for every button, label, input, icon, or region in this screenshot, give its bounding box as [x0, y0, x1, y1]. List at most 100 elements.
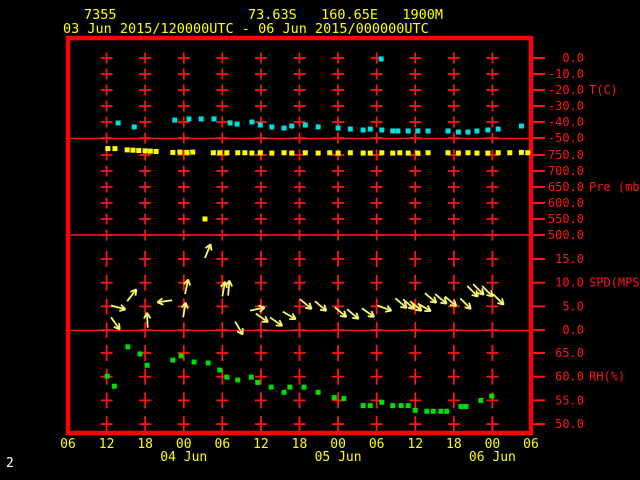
- humidity-point: [235, 377, 241, 383]
- humidity-point: [424, 408, 430, 414]
- humidity-point: [405, 403, 411, 409]
- pressure-point: [112, 146, 118, 152]
- temp-point: [415, 128, 421, 134]
- y-tick-label: 0.0: [562, 51, 584, 65]
- pressure-point: [224, 150, 230, 156]
- temp-point: [495, 126, 501, 132]
- humidity-point: [458, 404, 464, 410]
- wind-arrow: [204, 243, 213, 259]
- panel-unit-label: Pre (mb): [589, 180, 640, 194]
- wind-arrow: [394, 297, 408, 309]
- temp-point: [302, 122, 308, 128]
- wind-arrow: [234, 321, 244, 336]
- x-hour-label: 06: [215, 437, 231, 452]
- wind-arrow: [299, 298, 313, 310]
- pressure-point: [445, 150, 451, 156]
- wind-arrow: [110, 316, 121, 331]
- pressure-point: [327, 150, 333, 156]
- pressure-point: [257, 150, 263, 156]
- pressure-point: [347, 150, 353, 156]
- wind-arrow: [434, 293, 448, 305]
- pressure-point: [269, 150, 275, 156]
- temp-point: [281, 125, 287, 131]
- pressure-point: [518, 149, 524, 155]
- y-tick-label: 600.0: [548, 196, 584, 210]
- wind-arrow: [224, 280, 233, 296]
- pressure-point: [281, 150, 287, 156]
- wind-arrow: [143, 312, 152, 328]
- panel-unit-label: T(C): [589, 83, 618, 97]
- pressure-point: [397, 150, 403, 156]
- pressure-point: [190, 149, 196, 155]
- x-hour-label: 00: [176, 437, 192, 452]
- humidity-point: [268, 384, 274, 390]
- grid-crosses: [100, 52, 499, 433]
- temp-point: [172, 117, 178, 123]
- x-hour-label: 00: [485, 437, 501, 452]
- pressure-point: [315, 150, 321, 156]
- pressure-point: [105, 146, 111, 152]
- pressure-point: [485, 150, 491, 156]
- y-tick-label: 700.0: [548, 164, 584, 178]
- x-date-label: 04 Jun: [160, 450, 207, 465]
- pressure-point: [124, 147, 130, 153]
- wind-arrow: [459, 297, 472, 310]
- x-date-label: 05 Jun: [315, 450, 362, 465]
- temp-point: [425, 128, 431, 134]
- y-tick-label: 55.0: [555, 393, 584, 407]
- wind-arrow: [444, 295, 458, 307]
- wind-arrow: [424, 292, 438, 304]
- wind-arrow: [409, 300, 423, 312]
- y-tick-label: 60.0: [555, 370, 584, 384]
- pressure-point: [379, 150, 385, 156]
- wind-arrow: [417, 302, 432, 312]
- wind-arrow: [314, 300, 328, 312]
- humidity-point: [379, 399, 385, 405]
- x-hour-label: 18: [446, 437, 462, 452]
- humidity-point: [255, 379, 261, 385]
- wind-arrow: [183, 278, 192, 295]
- humidity-point: [125, 344, 131, 350]
- page-number: 2: [6, 456, 14, 471]
- humidity-point: [287, 384, 293, 390]
- temp-point: [257, 122, 263, 128]
- y-tick-label: 50.0: [555, 417, 584, 431]
- pressure-point: [153, 148, 159, 154]
- x-date-label: 06 Jun: [469, 450, 516, 465]
- pressure-point: [415, 150, 421, 156]
- humidity-point: [430, 408, 436, 414]
- pressure-point: [242, 150, 248, 156]
- y-tick-label: 10.0: [555, 276, 584, 290]
- temp-point: [395, 128, 401, 134]
- y-tick-label: 750.0: [548, 148, 584, 162]
- wind-arrow: [156, 297, 173, 306]
- pressure-point: [177, 149, 183, 155]
- wind-arrow-series: [110, 243, 505, 336]
- temp-point: [485, 127, 491, 133]
- temp-point: [186, 116, 192, 122]
- humidity-point: [281, 389, 287, 395]
- pressure-point: [130, 147, 136, 153]
- pressure-point: [474, 150, 480, 156]
- pressure-point: [202, 216, 208, 222]
- pressure-point: [249, 150, 255, 156]
- pressure-point: [142, 148, 148, 154]
- humidity-point: [390, 403, 396, 409]
- temp-point: [335, 125, 341, 131]
- wind-arrow: [269, 316, 284, 327]
- humidity-point: [478, 397, 484, 403]
- temp-point: [360, 127, 366, 133]
- humidity-point: [341, 396, 347, 402]
- y-tick-label: 0.0: [562, 323, 584, 337]
- wind-arrow: [282, 310, 297, 321]
- pressure-point: [525, 150, 531, 156]
- temp-point: [269, 124, 275, 130]
- temp-point: [455, 129, 461, 135]
- y-tick-label: -30.0: [548, 99, 584, 113]
- humidity-point: [489, 393, 495, 399]
- humidity-point: [360, 403, 366, 409]
- humidity-point: [367, 403, 373, 409]
- x-hour-label: 06: [60, 437, 76, 452]
- pressure-point: [170, 149, 176, 155]
